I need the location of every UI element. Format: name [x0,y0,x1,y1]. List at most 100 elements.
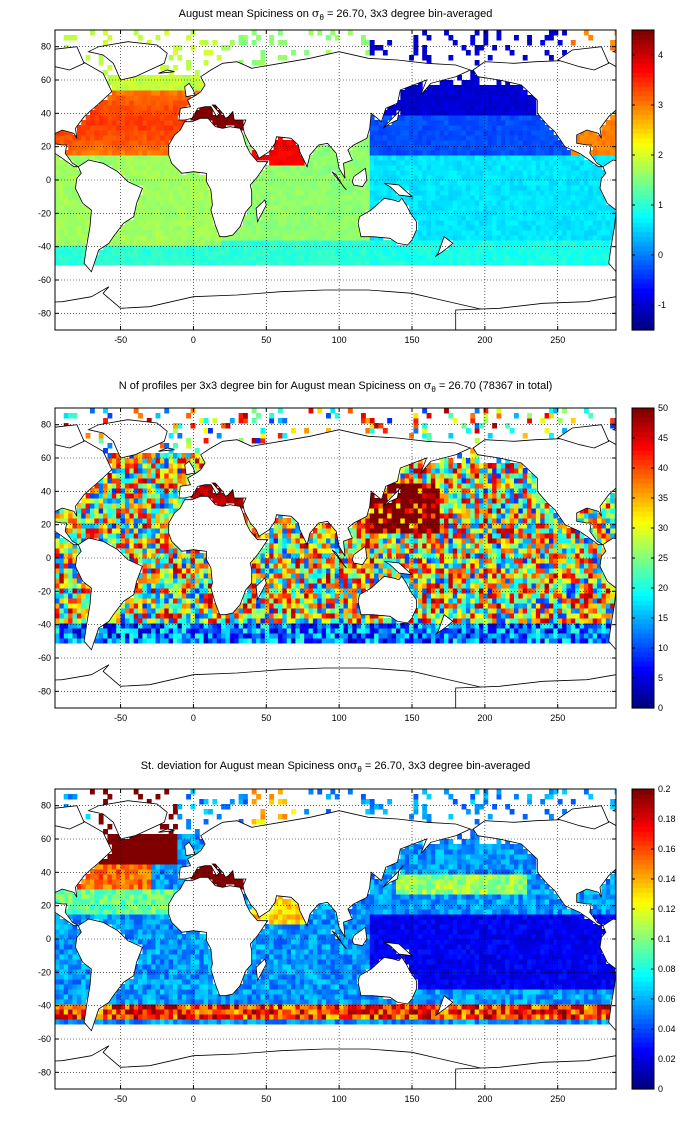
heatmap-cell [164,110,170,116]
heatmap-cell [553,30,559,36]
heatmap-cell [592,155,598,161]
heatmap-cell [557,608,563,614]
heatmap-cell [553,593,559,599]
heatmap-cell [177,210,183,216]
heatmap-cell [164,583,170,589]
heatmap-cell [500,255,506,261]
heatmap-cell [514,130,519,136]
heatmap-cell [111,75,117,81]
heatmap-cell [404,245,410,251]
heatmap-cell [597,215,602,221]
heatmap-cell [312,210,318,216]
heatmap-cell [264,185,270,191]
heatmap-cell [199,260,205,266]
heatmap-cell [286,220,292,226]
heatmap-cell [457,638,463,644]
heatmap-cell [435,608,441,614]
heatmap-cell [465,140,471,146]
heatmap-cell [111,255,117,261]
heatmap-cell [138,603,143,609]
heatmap-cell [479,638,484,644]
heatmap-cell [496,588,502,594]
heatmap-cell [426,588,432,594]
heatmap-cell [76,598,82,604]
heatmap-cell [186,80,192,86]
heatmap-cell [203,623,209,629]
heatmap-cell [535,155,541,161]
heatmap-cell [286,598,292,604]
heatmap-cell [133,180,139,186]
heatmap-cell [304,255,310,261]
heatmap-cell [277,220,283,226]
heatmap-cell [505,195,511,201]
heatmap-cell [76,225,82,231]
heatmap-cell [605,628,611,634]
heatmap-cell [492,260,498,266]
heatmap-cell [426,105,432,111]
heatmap-cell [535,200,541,206]
heatmap-cell [514,240,519,246]
heatmap-cell [321,603,327,609]
heatmap-cell [365,613,371,619]
heatmap-cell [203,190,209,196]
heatmap-cell [225,638,231,644]
heatmap-cell [461,613,467,619]
colorbar-swatch [632,39,654,45]
heatmap-cell [277,160,283,166]
heatmap-cell [55,155,60,161]
heatmap-cell [540,618,546,624]
heatmap-cell [177,75,183,81]
heatmap-cell [535,255,541,261]
heatmap-cell [483,115,489,121]
heatmap-cell [89,135,95,141]
heatmap-cell [308,160,314,166]
heatmap-cell [575,225,581,231]
heatmap-cell [378,135,384,141]
heatmap-cell [444,195,449,201]
heatmap-cell [610,225,616,231]
heatmap-cell [505,160,511,166]
heatmap-cell [535,120,541,126]
heatmap-cell [173,200,178,206]
heatmap-cell [116,110,122,116]
heatmap-cell [199,250,205,256]
heatmap-cell [286,638,292,644]
heatmap-cell [273,190,279,196]
heatmap-cell [321,240,327,246]
heatmap-cell [199,180,205,186]
heatmap-cell [256,603,261,609]
heatmap-cell [308,195,314,201]
heatmap-cell [59,195,65,201]
heatmap-cell [286,210,292,216]
heatmap-cell [505,170,511,176]
heatmap-cell [413,240,419,246]
heatmap-cell [487,230,493,236]
heatmap-cell [374,140,379,146]
heatmap-cell [430,225,436,231]
heatmap-cell [535,180,541,186]
heatmap-cell [509,130,515,136]
heatmap-cell [277,593,283,599]
heatmap-cell [413,180,419,186]
heatmap-cell [124,603,130,609]
heatmap-cell [461,105,467,111]
heatmap-cell [107,115,113,121]
heatmap-cell [470,603,476,609]
heatmap-cell [522,255,528,261]
heatmap-cell [592,180,598,186]
heatmap-cell [299,638,305,644]
heatmap-cell [457,185,463,191]
heatmap-cell [98,628,104,634]
heatmap-cell [413,583,419,589]
heatmap-cell [457,135,463,141]
heatmap-cell [496,175,502,181]
heatmap-cell [186,195,192,201]
heatmap-cell [492,85,498,91]
heatmap-cell [124,155,130,161]
heatmap-cell [400,623,406,629]
heatmap-cell [557,220,563,226]
heatmap-cell [326,215,331,221]
heatmap-cell [356,165,362,171]
heatmap-cell [286,255,292,261]
heatmap-cell [321,145,327,151]
